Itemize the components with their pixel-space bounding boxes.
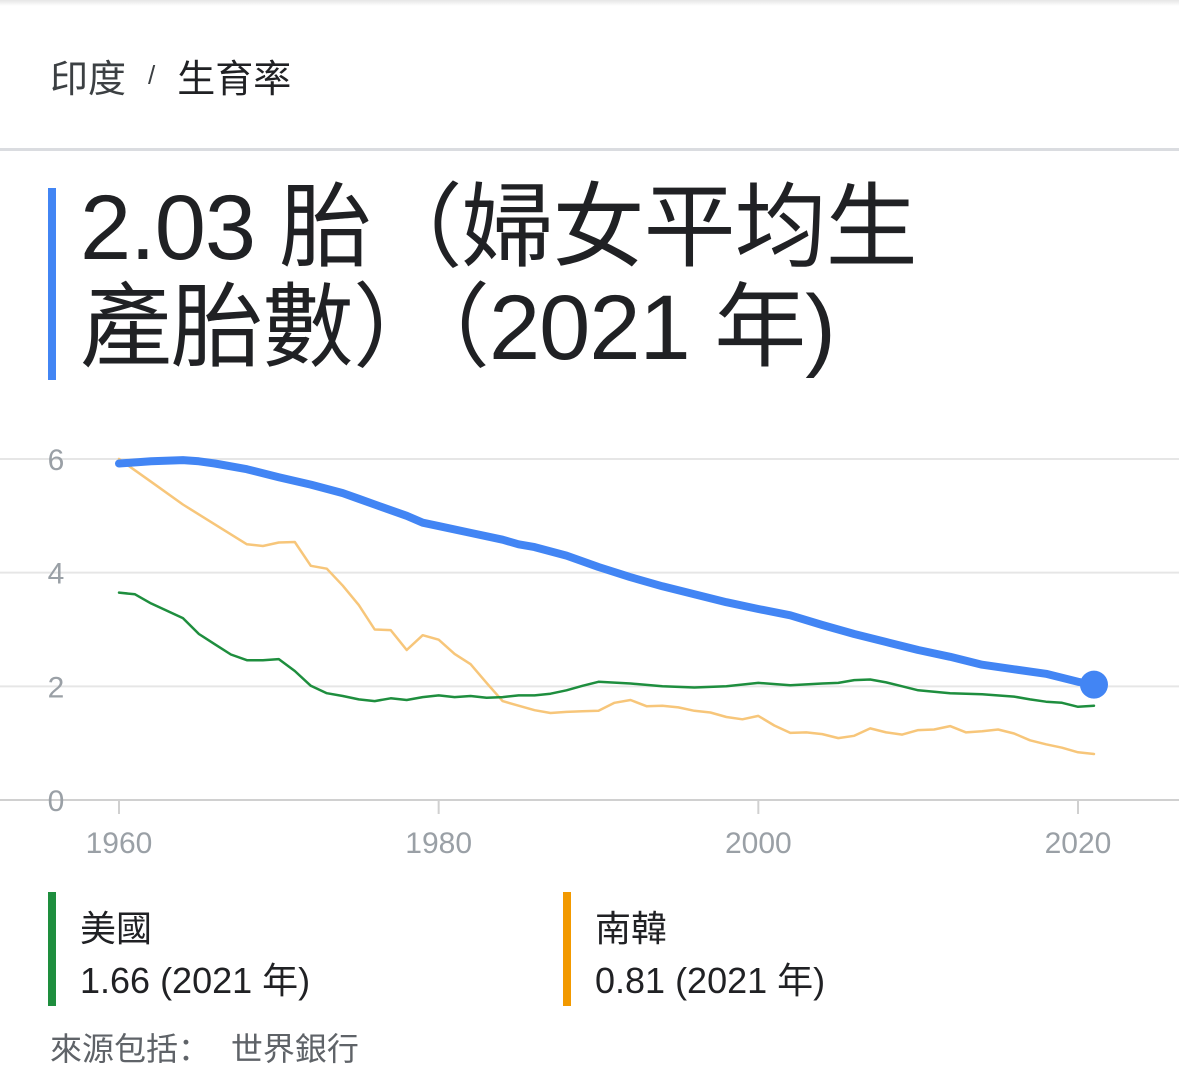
grid-lines <box>0 458 1179 814</box>
x-tick-label: 2000 <box>725 827 792 860</box>
headline-value: 2.03 胎（婦女平均生 產胎數）（2021 年) <box>80 178 1160 378</box>
source-link[interactable]: 世界銀行 <box>230 1031 359 1067</box>
source-label: 來源包括： <box>50 1031 211 1067</box>
x-tick-label: 2020 <box>1045 827 1112 860</box>
legend-name: 美國 <box>80 908 153 949</box>
headline-line-1: 2.03 胎（婦女平均生 <box>80 177 918 279</box>
series-line-korea <box>117 457 1096 756</box>
series-line-usa <box>117 591 1096 709</box>
y-tick-label: 2 <box>48 671 65 704</box>
series-line-india <box>115 456 1098 689</box>
x-tick-label: 1960 <box>86 827 153 860</box>
y-tick-label: 6 <box>48 444 65 477</box>
legend-color-bar <box>48 892 56 1006</box>
headline-accent-bar <box>48 188 56 380</box>
x-tick-label: 1980 <box>405 827 472 860</box>
legend-value: 1.66 (2021 年) <box>80 960 311 1001</box>
legend-name: 南韓 <box>595 908 668 949</box>
y-tick-label: 4 <box>48 558 65 591</box>
source-note: 來源包括： 世界銀行 <box>50 1024 359 1070</box>
breadcrumb: 印度 / 生育率 <box>50 50 292 101</box>
fertility-line-chart[interactable]: 0 2 4 6 1960 1980 2000 2020 <box>0 430 1179 870</box>
breadcrumb-country[interactable]: 印度 <box>50 58 127 101</box>
top-shadow <box>0 0 1179 6</box>
latest-point-marker[interactable] <box>1079 670 1108 699</box>
headline-line-2: 產胎數）（2021 年) <box>80 277 836 379</box>
y-tick-label: 0 <box>48 785 65 818</box>
legend-color-bar <box>563 892 571 1006</box>
series-lines <box>115 456 1108 756</box>
header-divider <box>0 148 1179 151</box>
legend-value: 0.81 (2021 年) <box>595 960 826 1001</box>
breadcrumb-separator: / <box>148 59 156 90</box>
breadcrumb-indicator: 生育率 <box>177 58 292 101</box>
axis-labels: 0 2 4 6 1960 1980 2000 2020 <box>48 444 1112 860</box>
